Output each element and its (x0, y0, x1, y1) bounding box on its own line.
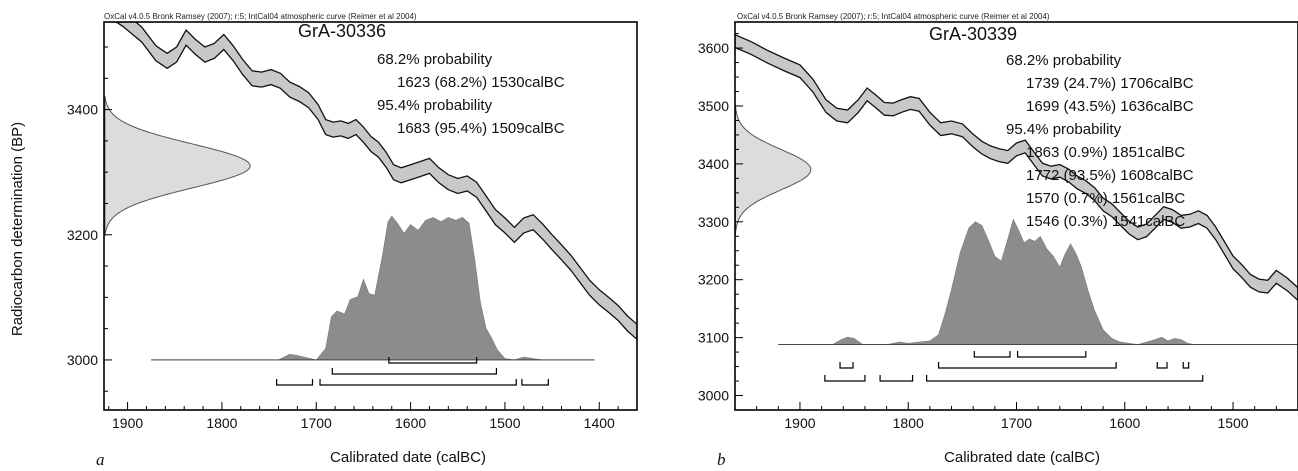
x-tick-label: 1800 (206, 415, 237, 431)
range-68-bracket (973, 351, 1011, 358)
range-95-bracket (1156, 362, 1168, 369)
range-99-bracket (879, 375, 914, 382)
range-text: 1546 (0.3%) 1541calBC (1026, 213, 1185, 230)
y-tick-label: 3200 (698, 272, 729, 288)
panel-b: OxCal v4.0.5 Bronk Ramsey (2007); r:5; I… (698, 12, 1298, 469)
range-95-bracket (331, 368, 498, 375)
y-tick-label: 3000 (698, 388, 729, 404)
x-tick-label: 1900 (112, 415, 143, 431)
probability-heading: 95.4% probability (377, 97, 493, 114)
x-tick-label: 1600 (395, 415, 426, 431)
range-99-bracket (521, 379, 549, 386)
x-tick-label: 1500 (489, 415, 520, 431)
plot-frame (734, 21, 1298, 411)
range-68-bracket (1016, 351, 1087, 358)
range-95-bracket (937, 362, 1117, 369)
panel-letter: a (96, 450, 105, 469)
y-tick-label: 3200 (67, 227, 98, 243)
radiocarbon-distribution (104, 95, 251, 237)
range-text: 1570 (0.7%) 1561calBC (1026, 190, 1185, 207)
y-tick-label: 3300 (698, 214, 729, 230)
range-text: 1683 (95.4%) 1509calBC (397, 120, 565, 137)
x-tick-label: 1800 (893, 415, 924, 431)
y-tick-label: 3100 (698, 330, 729, 346)
y-axis-label: Radiocarbon determination (BP) (9, 122, 26, 336)
radiocarbon-distribution (735, 104, 812, 235)
plot-area (735, 33, 1298, 382)
calibration-curve (735, 33, 1298, 302)
range-99-bracket (824, 375, 866, 382)
range-68-bracket (388, 357, 478, 364)
range-99-bracket (319, 379, 517, 386)
x-tick-label: 1900 (784, 415, 815, 431)
x-axis-label: Calibrated date (calBC) (330, 449, 486, 466)
x-tick-label: 1500 (1217, 415, 1248, 431)
range-text: 1739 (24.7%) 1706calBC (1026, 75, 1194, 92)
x-tick-label: 1700 (301, 415, 332, 431)
oxcal-header: OxCal v4.0.5 Bronk Ramsey (2007); r:5; I… (737, 12, 1050, 21)
posterior-distribution (778, 218, 1298, 345)
y-tick-label: 3600 (698, 40, 729, 56)
y-tick-label: 3000 (67, 352, 98, 368)
range-99-bracket (276, 379, 314, 386)
y-tick-label: 3400 (67, 102, 98, 118)
x-tick-label: 1400 (584, 415, 615, 431)
plot-area (104, 22, 637, 386)
probability-heading: 95.4% probability (1006, 121, 1122, 138)
range-text: 1699 (43.5%) 1636calBC (1026, 98, 1194, 115)
y-tick-label: 3400 (698, 156, 729, 172)
plot-frame (103, 21, 638, 411)
panel-a: OxCal v4.0.5 Bronk Ramsey (2007); r:5; I… (67, 12, 638, 469)
range-text: 1863 (0.9%) 1851calBC (1026, 144, 1185, 161)
probability-heading: 68.2% probability (1006, 52, 1122, 69)
range-text: 1772 (93.5%) 1608calBC (1026, 167, 1194, 184)
range-99-bracket (926, 375, 1204, 382)
sample-title: GrA-30339 (929, 24, 1017, 44)
posterior-distribution (151, 215, 595, 361)
sample-title: GrA-30336 (298, 21, 386, 41)
x-axis-label: Calibrated date (calBC) (944, 449, 1100, 466)
oxcal-header: OxCal v4.0.5 Bronk Ramsey (2007); r:5; I… (104, 12, 417, 21)
x-tick-label: 1700 (1001, 415, 1032, 431)
range-95-bracket (1182, 362, 1190, 369)
panel-letter: b (717, 450, 726, 469)
range-text: 1623 (68.2%) 1530calBC (397, 74, 565, 91)
x-tick-label: 1600 (1109, 415, 1140, 431)
calibration-curve (115, 22, 637, 341)
range-95-bracket (839, 362, 854, 369)
y-tick-label: 3500 (698, 98, 729, 114)
probability-heading: 68.2% probability (377, 51, 493, 68)
